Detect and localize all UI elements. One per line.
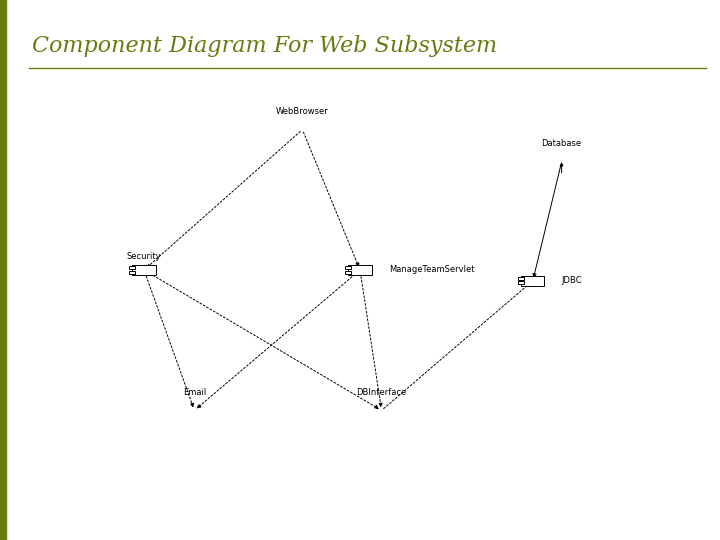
Text: Security: Security bbox=[127, 252, 161, 261]
Bar bbox=[345, 266, 351, 269]
Bar bbox=[345, 271, 351, 274]
Bar bbox=[129, 271, 135, 274]
Text: Email: Email bbox=[183, 388, 206, 397]
Text: JDBC: JDBC bbox=[562, 276, 582, 285]
Text: WebBrowser: WebBrowser bbox=[276, 107, 329, 116]
Bar bbox=[129, 266, 135, 269]
Text: DBInterface: DBInterface bbox=[356, 388, 407, 397]
Bar bbox=[132, 265, 156, 275]
Bar bbox=[518, 277, 524, 280]
Bar bbox=[521, 275, 544, 286]
Text: ManageTeamServlet: ManageTeamServlet bbox=[389, 266, 474, 274]
Text: Database: Database bbox=[541, 139, 582, 148]
Bar bbox=[348, 265, 372, 275]
Text: Component Diagram For Web Subsystem: Component Diagram For Web Subsystem bbox=[32, 35, 498, 57]
Bar bbox=[518, 281, 524, 285]
